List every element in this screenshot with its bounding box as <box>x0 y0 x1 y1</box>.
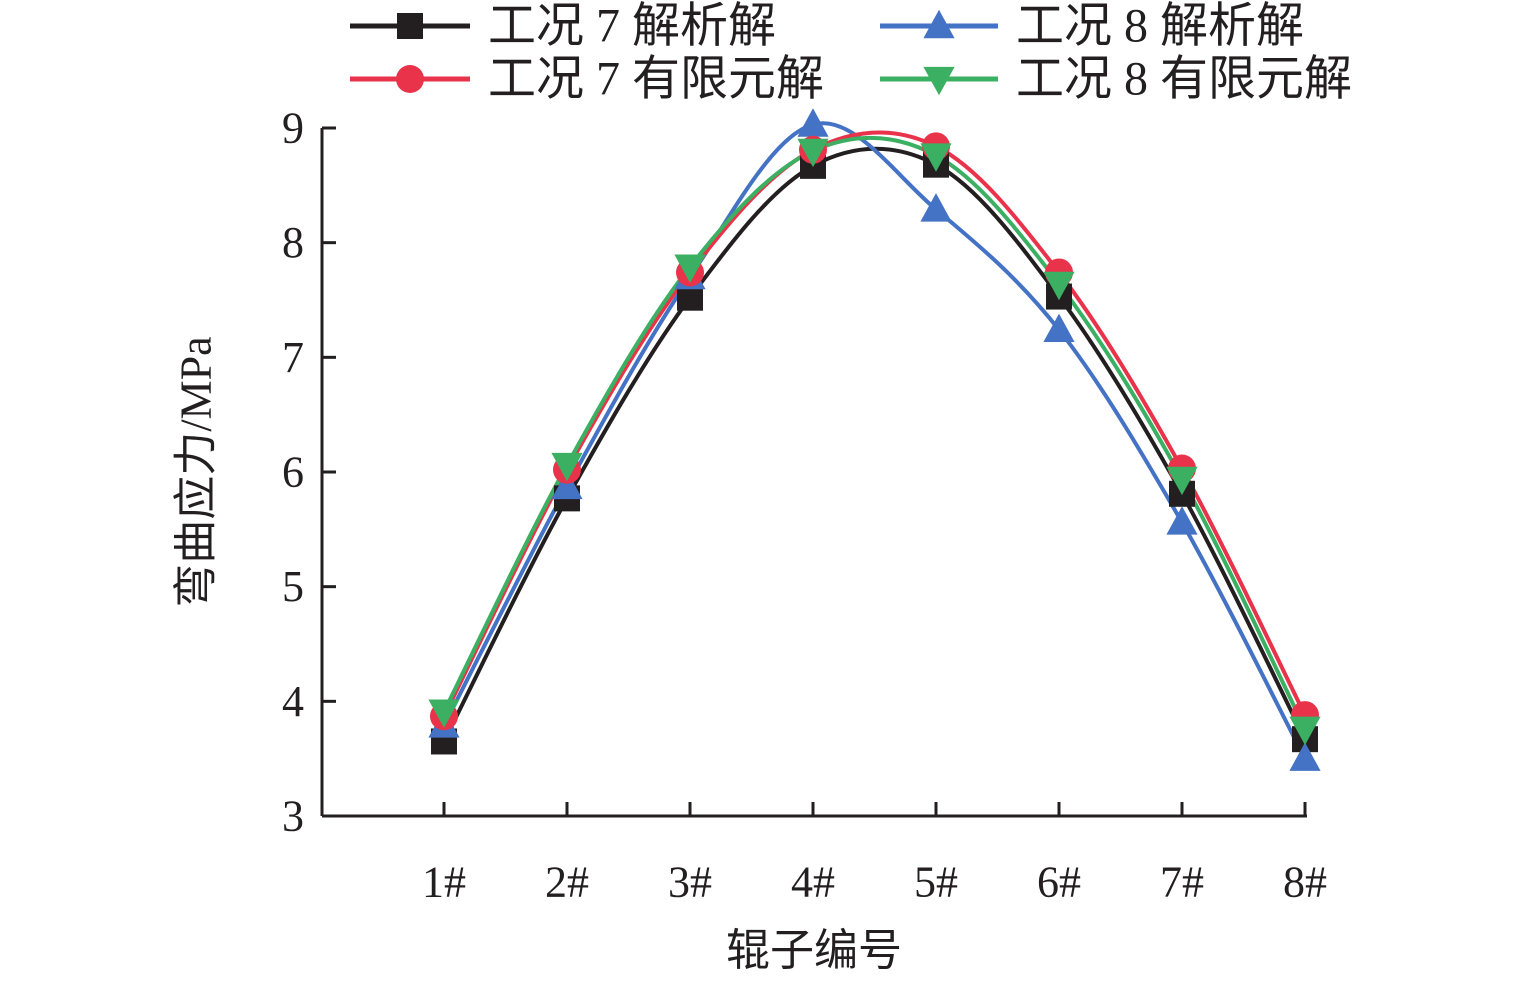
data-point-series-4 <box>920 143 952 172</box>
y-tick-label: 4 <box>282 677 304 726</box>
x-tick-label: 7# <box>1160 858 1204 907</box>
legend-item: 工况 7 解析解 <box>350 0 776 53</box>
data-point-series-2 <box>1166 506 1198 535</box>
y-tick-label: 9 <box>282 104 304 153</box>
legend-label: 工况 7 解析解 <box>488 0 776 53</box>
series-lines <box>442 121 1307 760</box>
y-axis-title: 弯曲应力/MPa <box>172 336 221 607</box>
x-tick-label: 5# <box>914 858 958 907</box>
x-tick-label: 6# <box>1037 858 1081 907</box>
series-line-3 <box>442 130 1307 718</box>
series-markers <box>428 108 1321 771</box>
data-point-series-4 <box>551 452 583 482</box>
legend-marker <box>396 65 424 93</box>
y-tick-label: 6 <box>282 448 304 497</box>
x-tick-label: 2# <box>545 858 589 907</box>
x-ticks: 1# 2# 3# 4# 5# 6# 7# 8# <box>422 802 1327 907</box>
legend-label: 工况 8 有限元解 <box>1016 53 1352 106</box>
y-tick-label: 5 <box>282 562 304 611</box>
series-line-4 <box>442 135 1307 730</box>
data-point-series-4 <box>1289 716 1321 746</box>
data-point-series-2 <box>551 470 583 500</box>
data-point-series-4 <box>1166 466 1198 496</box>
data-point-series-4 <box>674 254 706 283</box>
legend-label: 工况 8 解析解 <box>1016 0 1304 53</box>
data-point-series-2 <box>797 108 829 137</box>
data-point-series-2 <box>1043 313 1075 343</box>
x-tick-label: 1# <box>422 858 466 907</box>
data-point-series-4 <box>428 699 460 728</box>
data-point-series-4 <box>797 138 829 168</box>
legend-item: 工况 8 解析解 <box>880 0 1304 53</box>
legend-label: 工况 7 有限元解 <box>488 53 824 106</box>
data-point-series-2 <box>920 193 952 222</box>
series-line-1 <box>442 146 1307 743</box>
data-point-series-4 <box>1043 271 1075 301</box>
y-ticks: 3 4 5 6 7 8 9 <box>282 104 336 841</box>
x-tick-label: 3# <box>668 858 712 907</box>
legend-item: 工况 8 有限元解 <box>880 53 1352 106</box>
y-tick-label: 7 <box>282 333 304 382</box>
data-point-series-2 <box>1289 742 1321 771</box>
y-tick-label: 8 <box>282 218 304 267</box>
x-tick-label: 8# <box>1283 858 1327 907</box>
legend-marker <box>923 66 955 96</box>
y-tick-label: 3 <box>282 792 304 841</box>
x-axis-title: 辊子编号 <box>726 926 902 975</box>
axes <box>320 128 1307 818</box>
series-line-2 <box>442 121 1307 760</box>
legend-marker <box>923 9 955 39</box>
legend-marker <box>397 13 423 39</box>
legend-item: 工况 7 有限元解 <box>350 53 824 106</box>
x-tick-label: 4# <box>791 858 835 907</box>
